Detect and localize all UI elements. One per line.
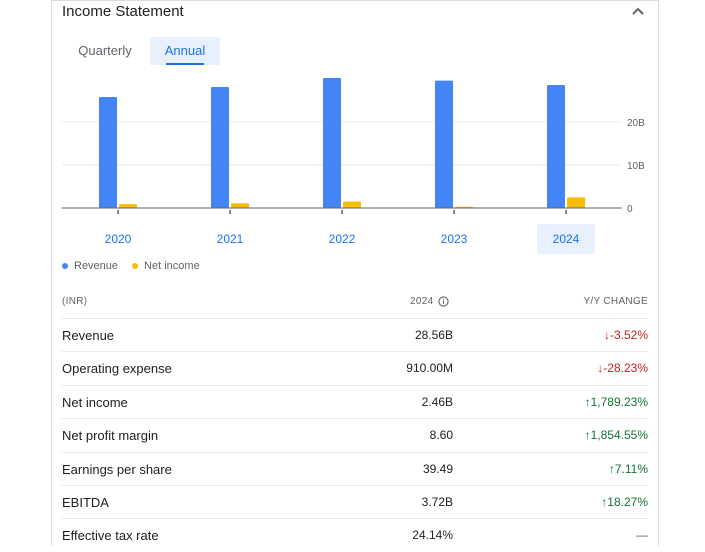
card-title: Income Statement [62,3,184,20]
tab-annual[interactable]: Annual [150,37,220,65]
revenue-dot-icon [62,263,68,269]
net-income-bar [343,201,361,208]
revenue-bar [211,87,229,208]
row-label: Effective tax rate [62,528,159,544]
row-label: EBITDA [62,495,109,510]
row-change: ↑7.11% [609,462,648,476]
row-change: ↑1,854.55% [585,428,648,442]
arrow-down-icon: ↓ [597,361,604,376]
col-header-unit: (INR) [62,296,88,307]
tab-underline [166,63,204,65]
row-label: Operating expense [62,361,172,377]
net-income-bar [119,204,137,208]
year-label-2020[interactable]: 2020 [104,232,132,246]
row-label: Earnings per share [62,461,172,477]
revenue-bar [435,80,453,208]
row-change: ↑1,789.23% [585,395,648,409]
row-label: Net income [62,394,128,410]
row-change: ↓-28.23% [597,361,648,375]
row-change-value: -3.52% [609,328,648,342]
income-chart: 0 10B 20B [62,78,645,215]
legend-revenue-label: Revenue [74,260,119,272]
row-change-value: 7.11% [614,461,648,476]
net-income-bar [567,197,585,208]
row-change-value: 1,854.55% [590,428,648,443]
table-row: Effective tax rate 24.14% — [62,518,648,552]
legend-net-income-label: Net income [144,260,200,272]
row-value: 28.56B [414,328,453,342]
tab-quarterly[interactable]: Quarterly [78,43,132,58]
tab-annual-label: Annual [164,43,206,58]
table-row: EBITDA 3.72B ↑18.27% [62,485,648,519]
legend-net-income: Net income [132,260,200,272]
year-label-2024[interactable]: 2024 [537,224,595,254]
arrow-up-icon: ↑ [601,495,608,509]
revenue-bar [99,96,117,208]
legend-revenue: Revenue [62,260,118,272]
table-row: Revenue 28.56B ↓-3.52% [62,318,648,352]
row-change: ↑18.27% [601,495,648,509]
row-label: Net profit margin [62,428,159,444]
revenue-bar [323,78,341,208]
row-value: 3.72B [421,495,453,509]
table-row: Net profit margin 8.60 ↑1,854.55% [62,418,648,452]
row-change-value: 1,789.23% [590,394,648,409]
arrow-up-icon: ↑ [608,461,615,476]
table-row: Net income 2.46B ↑1,789.23% [62,384,648,419]
row-change-value: -28.23% [603,361,648,376]
chart-legend: Revenue Net income [62,260,200,272]
arrow-up-icon: ↑ [584,394,591,409]
row-value: 8.60 [429,428,453,443]
row-value: 2.46B [421,394,453,409]
net-income-dot-icon [132,263,139,269]
revenue-bar [547,85,565,208]
income-statement-card [51,0,659,546]
row-label: Revenue [62,328,115,343]
net-income-bar [231,203,249,208]
table-row: Operating expense 910.00M ↓-28.23% [62,351,648,385]
row-value: 24.14% [412,528,453,543]
row-change-value: — [636,528,648,543]
chevron-up-icon[interactable] [630,2,646,20]
info-icon[interactable] [438,296,450,307]
arrow-up-icon: ↑ [584,428,591,443]
year-label-2023[interactable]: 2023 [440,232,468,246]
arrow-down-icon: ↓ [603,328,610,342]
row-change: — [636,528,648,542]
row-value: 39.49 [422,461,453,476]
y-tick-label: 0 [627,204,633,215]
table-row: Earnings per share 39.49 ↑7.11% [62,451,648,486]
col-header-change: Y/Y CHANGE [583,296,648,307]
col-header-year: 2024 [410,296,450,307]
year-label-2021[interactable]: 2021 [216,232,244,246]
row-change-value: 18.27% [607,495,648,509]
y-tick-label: 20B [627,118,645,129]
row-change: ↓-3.52% [604,328,648,342]
year-label-2022[interactable]: 2022 [328,232,356,246]
col-header-year-label: 2024 [410,296,434,307]
y-tick-label: 10B [627,161,645,172]
row-value: 910.00M [406,361,453,376]
